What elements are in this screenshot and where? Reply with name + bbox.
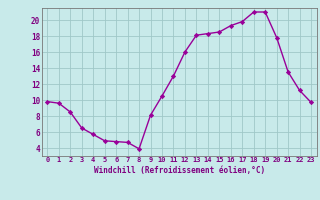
X-axis label: Windchill (Refroidissement éolien,°C): Windchill (Refroidissement éolien,°C) [94,166,265,175]
